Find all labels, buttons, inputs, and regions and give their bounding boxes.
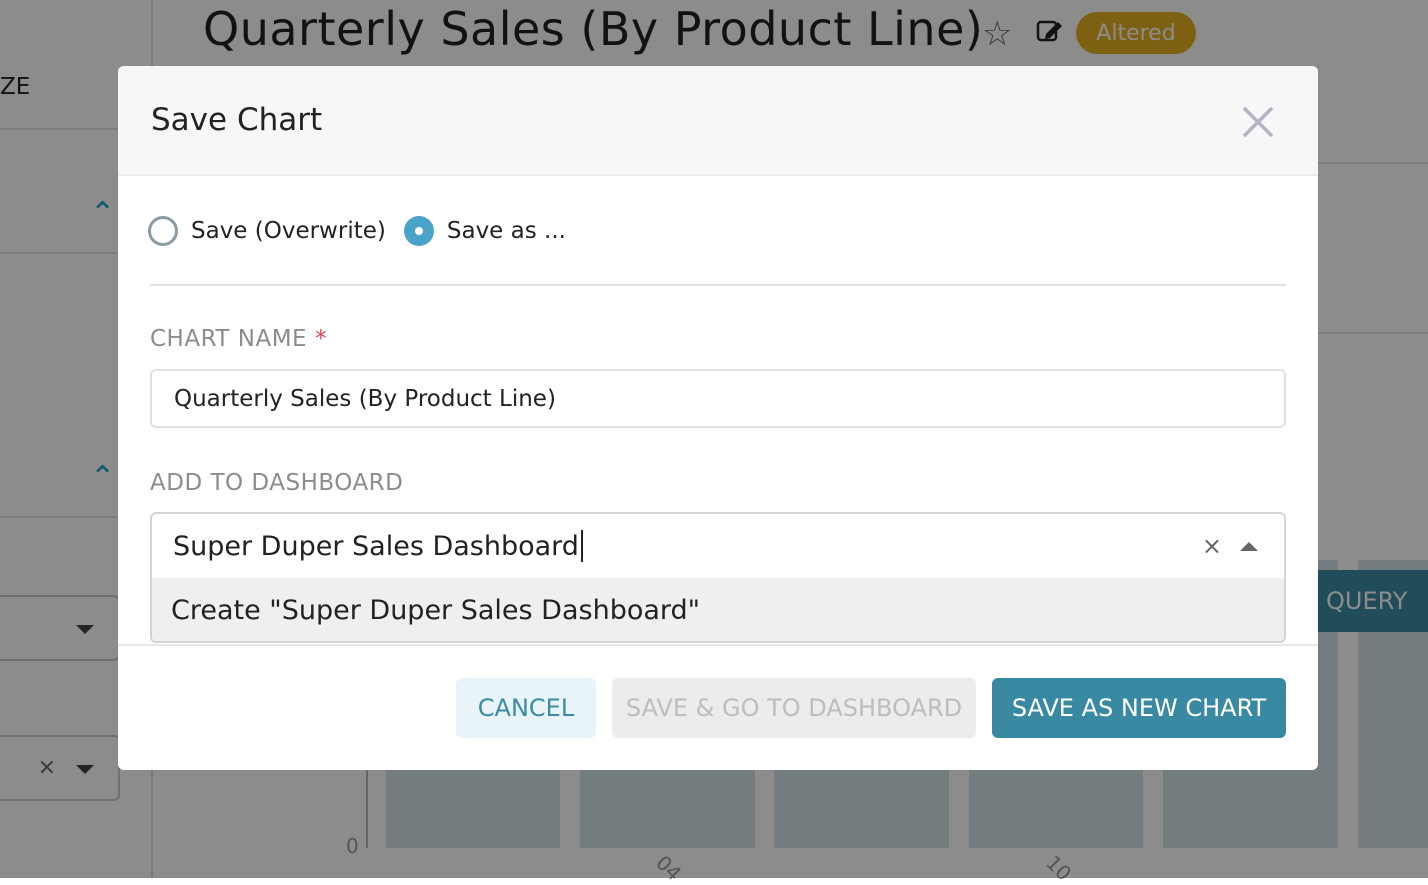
required-mark: * (315, 326, 328, 352)
cancel-button[interactable]: CANCEL (456, 678, 596, 738)
chart-name-label-text: CHART NAME (150, 326, 308, 352)
save-mode-radio-group: Save (Overwrite) Save as ... (148, 216, 566, 246)
text-cursor (580, 530, 583, 562)
divider (0, 252, 151, 254)
radio-save-as-label[interactable]: Save as ... (446, 218, 566, 244)
caret-down-icon (76, 765, 94, 774)
edit-icon[interactable] (1036, 18, 1064, 44)
clear-icon[interactable]: × (37, 755, 56, 780)
chevron-up-icon[interactable]: ⌃ (90, 460, 116, 495)
create-dashboard-option[interactable]: Create "Super Duper Sales Dashboard" (152, 578, 1284, 641)
dashboard-select-value: Super Duper Sales Dashboard (173, 530, 579, 562)
y-tick-label: 0 (346, 834, 359, 858)
chart-name-label: CHART NAME * (150, 326, 327, 352)
clear-icon[interactable]: × (1201, 532, 1222, 560)
altered-badge[interactable]: Altered (1076, 12, 1196, 54)
divider (1318, 162, 1428, 164)
radio-save-as[interactable] (403, 216, 434, 246)
dashboard-select[interactable]: Super Duper Sales Dashboard × Create "Su… (150, 512, 1286, 643)
divider (1318, 332, 1428, 334)
caret-up-icon[interactable] (1240, 542, 1258, 551)
modal-title: Save Chart (151, 102, 323, 138)
chevron-up-icon[interactable]: ⌃ (90, 196, 116, 231)
divider (0, 128, 151, 130)
dashboard-select-input[interactable]: Super Duper Sales Dashboard × (152, 514, 1284, 578)
save-as-new-chart-button[interactable]: SAVE AS NEW CHART (992, 678, 1286, 738)
divider (150, 284, 1286, 286)
modal-header: Save Chart (118, 66, 1318, 176)
add-to-dashboard-label: ADD TO DASHBOARD (150, 470, 404, 496)
control-select[interactable]: × (0, 735, 120, 801)
radio-overwrite-label[interactable]: Save (Overwrite) (191, 218, 386, 244)
run-query-button[interactable]: QUERY (1300, 570, 1428, 632)
close-icon[interactable] (1238, 102, 1278, 142)
footer-divider (118, 644, 1318, 646)
star-icon[interactable]: ☆ (982, 14, 1013, 54)
chart-name-input[interactable]: Quarterly Sales (By Product Line) (150, 369, 1286, 428)
chart-title[interactable]: Quarterly Sales (By Product Line) (203, 2, 984, 56)
save-and-go-to-dashboard-button[interactable]: SAVE & GO TO DASHBOARD (612, 678, 976, 738)
caret-down-icon (76, 625, 94, 634)
save-chart-modal: Save Chart Save (Overwrite) Save as ... … (118, 66, 1318, 770)
radio-overwrite[interactable] (148, 216, 178, 246)
sidebar-section-label: ZE (0, 74, 31, 100)
control-select[interactable] (0, 595, 120, 661)
divider (0, 516, 151, 518)
